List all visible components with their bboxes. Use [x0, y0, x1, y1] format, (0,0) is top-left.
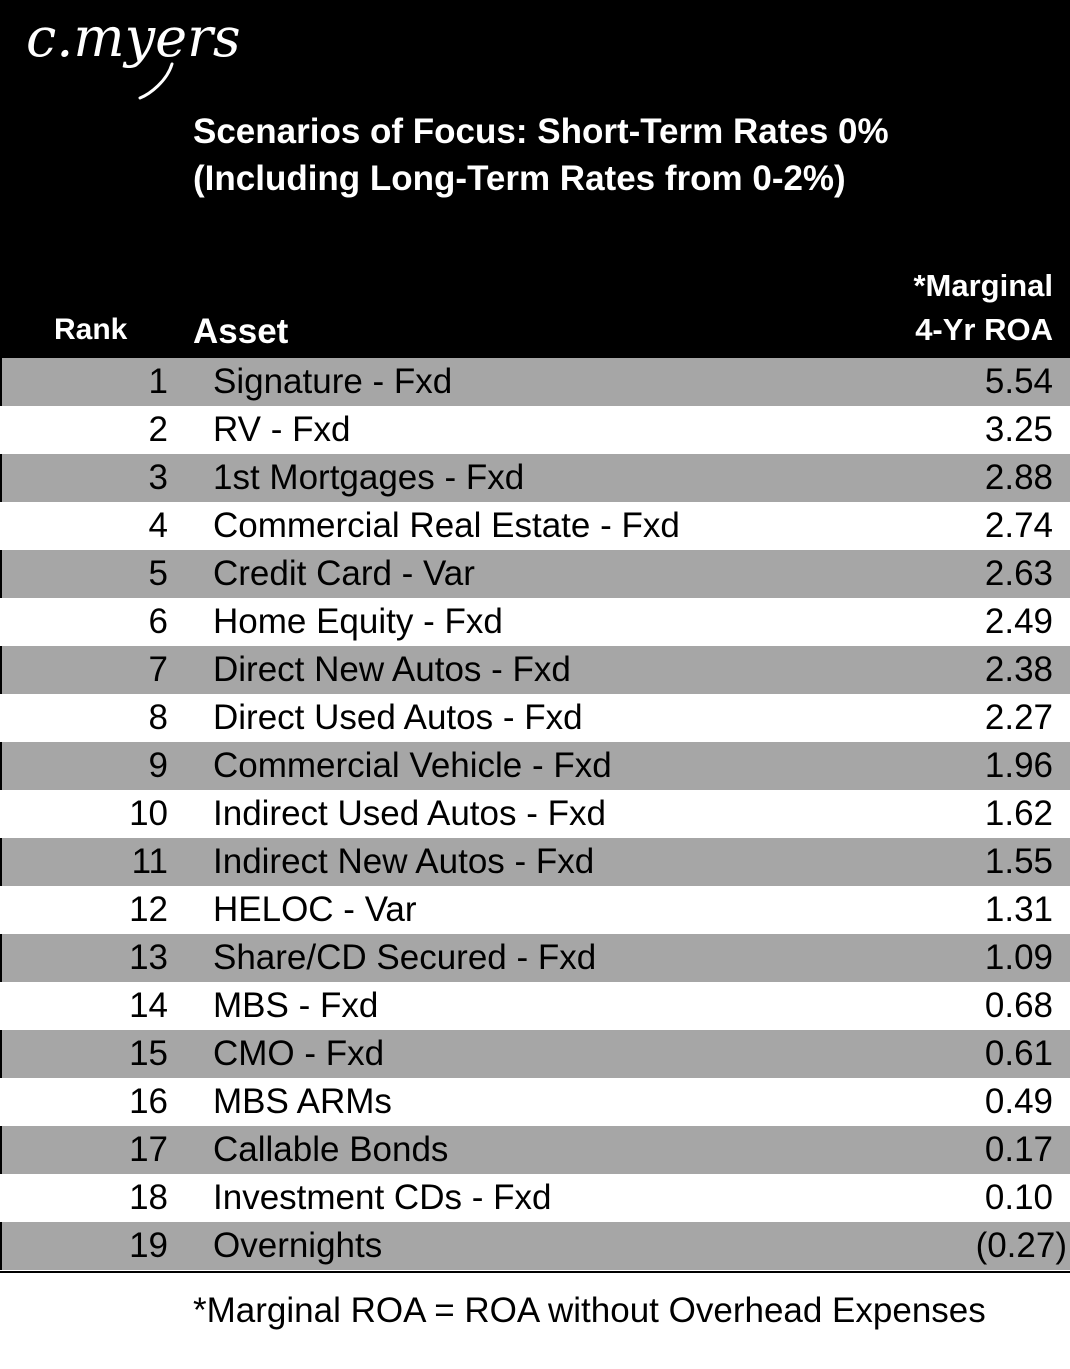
column-header-asset: Asset	[193, 312, 289, 351]
column-header-roa: *Marginal 4-Yr ROA	[913, 264, 1053, 352]
table-row: 14 MBS - Fxd 0.68	[0, 982, 1070, 1030]
asset-cell: Indirect Used Autos - Fxd	[213, 794, 606, 833]
roa-cell: 1.96	[984, 746, 1053, 785]
table-row: 1 Signature - Fxd 5.54	[0, 358, 1070, 406]
roa-cell: 0.17	[984, 1130, 1053, 1169]
asset-cell: Signature - Fxd	[213, 362, 453, 401]
rank-cell: 5	[148, 554, 168, 593]
roa-cell: 1.09	[984, 938, 1053, 977]
asset-cell: Callable Bonds	[213, 1130, 449, 1169]
roa-table: 1 Signature - Fxd 5.54 2 RV - Fxd 3.25 3 1st Mo…	[0, 358, 1070, 1273]
table-row: 19 Overnights (0.27)	[0, 1222, 1070, 1270]
roa-cell: 2.27	[984, 698, 1053, 737]
header-band: c.myers Scenarios of Focus: Short-Term R…	[0, 0, 1070, 358]
rank-cell: 13	[129, 938, 168, 977]
roa-cell: 1.31	[984, 890, 1053, 929]
rank-cell: 7	[148, 650, 168, 689]
asset-cell: CMO - Fxd	[213, 1034, 385, 1073]
table-row: 10 Indirect Used Autos - Fxd 1.62	[0, 790, 1070, 838]
table-row: 9 Commercial Vehicle - Fxd 1.96	[0, 742, 1070, 790]
roa-cell: 2.38	[984, 650, 1053, 689]
roa-cell: 1.62	[984, 794, 1053, 833]
roa-cell: 2.74	[984, 506, 1053, 545]
asset-cell: MBS ARMs	[213, 1082, 392, 1121]
asset-cell: 1st Mortgages - Fxd	[213, 458, 525, 497]
roa-cell: 2.63	[984, 554, 1053, 593]
footnote: *Marginal ROA = ROA without Overhead Exp…	[193, 1291, 986, 1330]
asset-cell: Commercial Vehicle - Fxd	[213, 746, 612, 785]
asset-cell: Overnights	[213, 1226, 383, 1265]
table-row: 12 HELOC - Var 1.31	[0, 886, 1070, 934]
column-header-roa-line-2: 4-Yr ROA	[915, 312, 1053, 347]
rank-cell: 15	[129, 1034, 168, 1073]
rank-cell: 12	[129, 890, 168, 929]
roa-cell: 2.49	[984, 602, 1053, 641]
roa-cell: 2.88	[984, 458, 1053, 497]
asset-cell: Direct Used Autos - Fxd	[213, 698, 583, 737]
table-row: 6 Home Equity - Fxd 2.49	[0, 598, 1070, 646]
asset-cell: Commercial Real Estate - Fxd	[213, 506, 680, 545]
table-row: 8 Direct Used Autos - Fxd 2.27	[0, 694, 1070, 742]
roa-cell: 5.54	[984, 362, 1053, 401]
asset-cell: Credit Card - Var	[213, 554, 475, 593]
column-header-rank: Rank	[54, 313, 128, 346]
table-row: 18 Investment CDs - Fxd 0.10	[0, 1174, 1070, 1222]
table-row: 4 Commercial Real Estate - Fxd 2.74	[0, 502, 1070, 550]
rank-cell: 14	[129, 986, 168, 1025]
roa-cell: 1.55	[984, 842, 1053, 881]
asset-cell: Share/CD Secured - Fxd	[213, 938, 597, 977]
column-header-roa-line-1: *Marginal	[913, 268, 1053, 303]
rank-cell: 17	[129, 1130, 168, 1169]
asset-cell: Indirect New Autos - Fxd	[213, 842, 595, 881]
table-row: 2 RV - Fxd 3.25	[0, 406, 1070, 454]
rank-cell: 1	[148, 362, 168, 401]
table-row: 17 Callable Bonds 0.17	[0, 1126, 1070, 1174]
roa-cell: 0.49	[984, 1082, 1053, 1121]
roa-cell: 0.68	[984, 986, 1053, 1025]
table-row: 16 MBS ARMs 0.49	[0, 1078, 1070, 1126]
svg-text:c.myers: c.myers	[26, 6, 241, 69]
rank-cell: 18	[129, 1178, 168, 1217]
rank-cell: 16	[129, 1082, 168, 1121]
cmyers-logo: c.myers	[26, 6, 241, 100]
table-row: 7 Direct New Autos - Fxd 2.38	[0, 646, 1070, 694]
rank-cell: 6	[148, 602, 168, 641]
table-row: 5 Credit Card - Var 2.63	[0, 550, 1070, 598]
rank-cell: 3	[148, 458, 168, 497]
table-row: 11 Indirect New Autos - Fxd 1.55	[0, 838, 1070, 886]
rank-cell: 10	[129, 794, 168, 833]
rank-cell: 8	[148, 698, 168, 737]
table-row: 3 1st Mortgages - Fxd 2.88	[0, 454, 1070, 502]
page-title: Scenarios of Focus: Short-Term Rates 0% …	[193, 108, 889, 202]
asset-cell: Investment CDs - Fxd	[213, 1178, 552, 1217]
rank-cell: 4	[148, 506, 168, 545]
title-line-2: (Including Long-Term Rates from 0-2%)	[193, 159, 846, 198]
rank-cell: 11	[131, 842, 168, 881]
asset-cell: RV - Fxd	[213, 410, 351, 449]
asset-cell: MBS - Fxd	[213, 986, 379, 1025]
roa-cell: 0.10	[984, 1178, 1053, 1217]
rank-cell: 19	[129, 1226, 168, 1265]
asset-cell: HELOC - Var	[213, 890, 417, 929]
roa-cell: 3.25	[984, 410, 1053, 449]
roa-cell: 0.61	[984, 1034, 1053, 1073]
asset-cell: Direct New Autos - Fxd	[213, 650, 571, 689]
rank-cell: 2	[148, 410, 168, 449]
table-row: 13 Share/CD Secured - Fxd 1.09	[0, 934, 1070, 982]
asset-cell: Home Equity - Fxd	[213, 602, 503, 641]
title-line-1: Scenarios of Focus: Short-Term Rates 0%	[193, 112, 889, 151]
rank-cell: 9	[148, 746, 168, 785]
table-row: 15 CMO - Fxd 0.61	[0, 1030, 1070, 1078]
roa-cell: (0.27)	[975, 1226, 1067, 1265]
